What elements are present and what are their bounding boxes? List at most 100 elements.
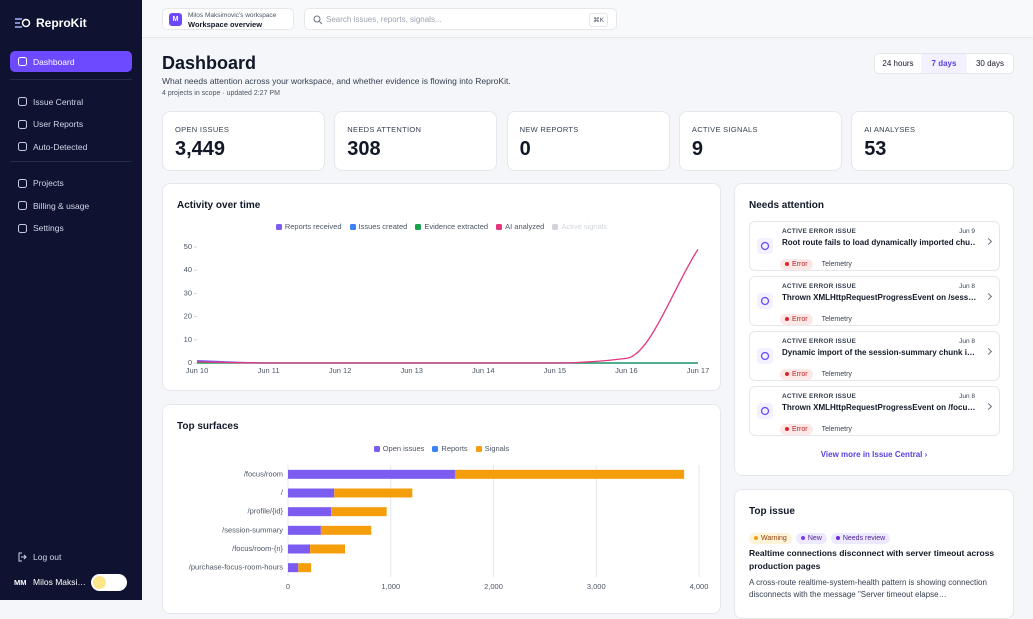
nav-icon: [18, 97, 27, 106]
kpi-label: ACTIVE SIGNALS: [691, 125, 758, 134]
nav-item[interactable]: Issue Central: [10, 91, 132, 112]
theme-toggle[interactable]: [91, 574, 127, 591]
top-issue-card: Top issue Warning New Needs review Realtim…: [734, 489, 1014, 619]
badge-label: Telemetry: [821, 316, 852, 323]
kpi-label: OPEN ISSUES: [175, 125, 230, 134]
x-tick-label: 3,000: [587, 582, 606, 591]
legend-item: Evidence extracted: [415, 222, 488, 231]
card-title: Needs attention: [749, 200, 825, 211]
x-tick-label: Jun 16: [615, 366, 638, 375]
bar-segment: [331, 507, 387, 517]
legend: Open issues Reports Signals: [163, 444, 720, 453]
badge-dot: [785, 427, 789, 431]
bar-segment: [334, 488, 413, 498]
item-icon: [757, 293, 773, 309]
range-option[interactable]: 7 days: [921, 54, 967, 73]
legend-label: Evidence extracted: [424, 222, 489, 231]
badge-dot: [785, 372, 789, 376]
item-date: Jun 8: [959, 338, 975, 345]
icon-bg: [757, 348, 773, 364]
legend-item: AI analyzed: [496, 222, 544, 231]
y-tick-label: 20: [184, 312, 192, 321]
range-option[interactable]: 30 days: [975, 59, 1005, 68]
category-label: /: [281, 488, 284, 497]
legend-label: AI analyzed: [505, 222, 545, 231]
chevron: [984, 237, 993, 246]
x-tick-label: 0: [286, 582, 290, 591]
card-title: Top issue: [749, 506, 795, 517]
search[interactable]: Search issues, reports, signals... ⌘K: [304, 8, 617, 30]
nav-item[interactable]: Auto-Detected: [10, 136, 132, 157]
legend-label: Reports received: [284, 222, 342, 231]
badge-dot: [754, 536, 758, 540]
icon-shape: [18, 178, 27, 188]
legend-label: Active signals: [561, 222, 608, 231]
icon-ring: [760, 296, 770, 306]
surfaces-chart: 0 1,000 2,000 3,000 4,000/focus/room / /profil…: [189, 465, 709, 591]
attention-item[interactable]: ACTIVE ERROR ISSUE Jun 8 Thrown XMLHttpReq…: [749, 386, 1000, 436]
item-tag: ACTIVE ERROR ISSUE: [782, 338, 857, 345]
nav-item[interactable]: Dashboard: [10, 51, 132, 72]
item-title: Root route fails to load dynamically imp…: [782, 238, 976, 247]
badge-label: Error: [792, 260, 808, 268]
badge-label: Telemetry: [821, 426, 852, 433]
nav-label: Settings: [33, 223, 64, 233]
nav-item[interactable]: Billing & usage: [10, 195, 132, 216]
item-tag: ACTIVE ERROR ISSUE: [782, 393, 857, 400]
x-tick-label: Jun 10: [186, 366, 209, 375]
nav-item[interactable]: User Reports: [10, 114, 132, 135]
chevron: [984, 292, 993, 301]
search-shortcut: ⌘K: [589, 13, 608, 27]
nav-icon: [18, 201, 27, 210]
x-tick-label: 4,000: [690, 582, 709, 591]
category-label: /focus/room: [244, 469, 283, 478]
kpi-value: 53: [864, 138, 887, 160]
legend-swatch: [275, 223, 282, 230]
category-label: /profile/{id}: [248, 507, 284, 516]
attention-item[interactable]: ACTIVE ERROR ISSUE Jun 9 Root route fails …: [749, 221, 1000, 271]
legend-item: Open issues: [373, 444, 424, 453]
bar-segment: [288, 525, 321, 535]
nav-icon: [18, 223, 27, 233]
kpi-card: OPEN ISSUES 3,449: [162, 111, 325, 171]
nav-item[interactable]: Settings: [10, 218, 132, 239]
category-label: /session-summary: [222, 525, 283, 534]
badge: Telemetry: [817, 424, 857, 435]
badge-dot: [800, 536, 805, 540]
attention-item[interactable]: ACTIVE ERROR ISSUE Jun 8 Thrown XMLHttpReq…: [749, 276, 1000, 326]
attention-item[interactable]: ACTIVE ERROR ISSUE Jun 8 Dynamic import of…: [749, 331, 1000, 381]
range-option[interactable]: 24 hours: [882, 59, 914, 68]
nav-separator: [10, 160, 132, 162]
nav-label: Projects: [33, 178, 64, 188]
badges: Warning New Needs review: [749, 527, 894, 545]
workspace-switcher[interactable]: M Milos Maksimovic's workspace Workspace…: [162, 8, 294, 30]
range-selector: 24 hours 7 days 30 days: [874, 53, 1014, 74]
x-tick-label: Jun 14: [472, 366, 495, 375]
legend-label: Reports: [441, 444, 468, 453]
legend-swatch: [496, 223, 503, 230]
bar-segment: [454, 469, 685, 479]
brand: ReproKit: [36, 16, 87, 30]
workspace-avatar: M: [169, 13, 182, 26]
item-tag: ACTIVE ERROR ISSUE: [782, 283, 857, 290]
view-more-link[interactable]: View more in Issue Central ›: [820, 450, 928, 459]
item-date: Jun 9: [959, 228, 975, 235]
y-tick-label: 0: [188, 358, 192, 367]
x-tick-label: Jun 11: [258, 366, 280, 375]
nav-label: Billing & usage: [33, 200, 90, 211]
nav-icon: [18, 178, 27, 188]
item-icon: [757, 238, 773, 254]
y-tick-label: 10: [184, 335, 192, 344]
issue-description: A cross-route realtime-system-health pat…: [749, 578, 987, 599]
legend-swatch: [552, 223, 559, 230]
user-name: Milos Maksi…: [33, 577, 86, 587]
logout[interactable]: Log out: [33, 552, 62, 562]
legend-swatch: [349, 223, 356, 230]
nav-item[interactable]: Projects: [10, 173, 132, 194]
kpi-card: ACTIVE SIGNALS 9: [678, 111, 842, 171]
icon-shape: [18, 97, 27, 106]
link-text[interactable]: View more in Issue Central: [820, 450, 923, 459]
item-icon: [757, 403, 773, 419]
nav-separator: [10, 79, 132, 80]
chevron: [984, 347, 993, 356]
